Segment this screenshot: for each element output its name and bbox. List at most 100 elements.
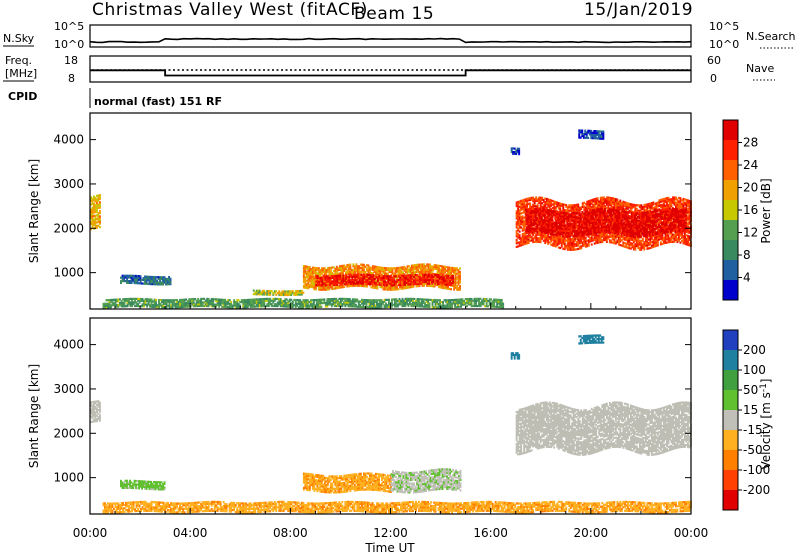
- heatmap-cell: [159, 276, 161, 279]
- heatmap-cell: [434, 282, 436, 285]
- heatmap-cell: [431, 282, 433, 285]
- heatmap-cell: [406, 269, 409, 272]
- heatmap-cell: [518, 235, 521, 239]
- heatmap-cell: [491, 305, 494, 308]
- heatmap-cell: [430, 269, 433, 272]
- heatmap-cell: [470, 301, 473, 304]
- heatmap-cell: [358, 280, 361, 283]
- heatmap-cell: [346, 285, 349, 288]
- heatmap-cell: [246, 300, 249, 303]
- heatmap-cell: [429, 270, 431, 273]
- heatmap-cell: [390, 270, 392, 274]
- heatmap-cell: [602, 235, 605, 238]
- heatmap-cell: [524, 217, 527, 220]
- heatmap-cell: [377, 299, 380, 302]
- heatmap-cell: [608, 198, 611, 201]
- heatmap-cell: [453, 281, 455, 284]
- heatmap-cell: [614, 235, 617, 238]
- heatmap-cell: [646, 242, 649, 245]
- heatmap-cell: [569, 207, 572, 211]
- heatmap-cell: [488, 300, 491, 303]
- heatmap-cell: [152, 300, 154, 303]
- heatmap-cell: [598, 234, 601, 237]
- heatmap-cell: [428, 304, 431, 307]
- heatmap-cell: [207, 305, 210, 308]
- heatmap-cell: [607, 237, 610, 240]
- heatmap-cell: [438, 270, 440, 273]
- heatmap-cell: [613, 240, 616, 243]
- heatmap-cell: [437, 302, 440, 305]
- heatmap-cell: [91, 201, 94, 204]
- heatmap-cell: [329, 272, 332, 275]
- heatmap-cell: [521, 236, 524, 239]
- heatmap-cell: [230, 302, 233, 305]
- heatmap-cell: [401, 278, 403, 281]
- heatmap-cell: [285, 303, 288, 306]
- heatmap-cell: [394, 268, 397, 272]
- heatmap-cell: [598, 239, 601, 242]
- heatmap-cell: [649, 236, 652, 239]
- heatmap-cell: [527, 236, 530, 239]
- heatmap-cell: [601, 200, 604, 203]
- heatmap-cell: [496, 298, 499, 301]
- heatmap-cell: [243, 304, 246, 307]
- heatmap-cell: [279, 298, 282, 301]
- heatmap-cell: [559, 202, 562, 205]
- heatmap-cell: [625, 239, 628, 242]
- heatmap-cell: [434, 279, 436, 282]
- heatmap-cell: [626, 207, 629, 210]
- heatmap-cell: [402, 283, 405, 286]
- heatmap-cell: [297, 299, 300, 302]
- heatmap-cell: [397, 266, 400, 269]
- heatmap-cell: [174, 306, 177, 309]
- heatmap-cell: [410, 303, 413, 306]
- heatmap-cell: [381, 282, 384, 285]
- heatmap-cell: [632, 246, 635, 249]
- heatmap-cell: [165, 301, 168, 304]
- heatmap-cell: [255, 293, 258, 296]
- heatmap-cell: [650, 218, 653, 221]
- heatmap-cell: [617, 238, 620, 241]
- heatmap-cell: [188, 301, 191, 304]
- heatmap-cell: [542, 232, 545, 235]
- heatmap-cell: [577, 242, 580, 245]
- heatmap-cell: [93, 220, 95, 223]
- heatmap-cell: [578, 208, 581, 211]
- heatmap-cell: [521, 206, 524, 209]
- heatmap-cell: [338, 301, 341, 304]
- heatmap-cell: [529, 204, 532, 207]
- heatmap-cell: [423, 277, 426, 280]
- heatmap-cell: [556, 229, 559, 233]
- heatmap-cell: [332, 266, 335, 269]
- heatmap-cell: [393, 277, 396, 280]
- heatmap-cell: [453, 283, 455, 286]
- heatmap-cell: [359, 284, 362, 287]
- heatmap-cell: [535, 237, 538, 240]
- heatmap-cell: [590, 206, 593, 209]
- heatmap-cell: [344, 271, 347, 274]
- heatmap-cell: [450, 268, 452, 271]
- heatmap-cell: [299, 306, 302, 309]
- heatmap-cell: [275, 297, 278, 301]
- heatmap-cell: [548, 232, 551, 235]
- heatmap-cell: [163, 276, 166, 279]
- heatmap-cell: [580, 224, 583, 227]
- heatmap-cell: [443, 299, 446, 302]
- heatmap-cell: [296, 299, 299, 302]
- heatmap-cell: [236, 299, 239, 302]
- heatmap-cell: [599, 241, 602, 244]
- heatmap-cell: [590, 238, 593, 241]
- heatmap-cell: [586, 243, 589, 246]
- heatmap-cell: [578, 236, 581, 239]
- heatmap-cell: [342, 274, 345, 277]
- heatmap-cell: [350, 268, 353, 271]
- heatmap-cell: [571, 243, 574, 246]
- heatmap-cell: [423, 265, 425, 268]
- heatmap-cell: [384, 286, 386, 289]
- heatmap-cell: [623, 203, 626, 206]
- heatmap-cell: [524, 207, 527, 210]
- heatmap-cell: [158, 299, 160, 302]
- heatmap-cell: [572, 246, 575, 249]
- heatmap-cell: [204, 304, 207, 308]
- heatmap-cell: [416, 301, 419, 304]
